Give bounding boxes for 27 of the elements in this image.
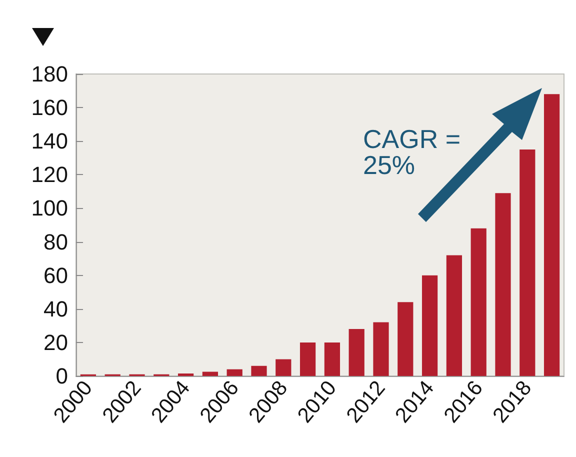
bar — [373, 322, 389, 376]
bar — [470, 228, 486, 376]
y-tick-label: 140 — [31, 128, 68, 154]
y-tick-label: 40 — [44, 296, 68, 322]
y-tick-label: 180 — [31, 62, 68, 86]
y-tick-label: 60 — [44, 262, 68, 288]
bar — [520, 150, 536, 376]
bar — [251, 366, 267, 376]
bar — [398, 302, 414, 376]
bar — [446, 255, 462, 376]
bar — [178, 373, 194, 376]
y-tick-label: 20 — [44, 330, 68, 355]
bar — [495, 193, 511, 376]
y-tick-label: 100 — [31, 196, 68, 221]
y-tick-label: 120 — [31, 162, 68, 188]
annotation: CAGR = 25% — [363, 124, 461, 180]
y-tick-label: 0 — [56, 364, 68, 388]
bar — [202, 372, 218, 376]
y-tick-label: 80 — [44, 229, 68, 254]
bar — [348, 329, 364, 376]
bar — [226, 369, 242, 376]
y-tick-label: 160 — [31, 95, 68, 120]
bar — [544, 94, 560, 376]
bar — [276, 359, 292, 376]
bar — [300, 342, 316, 376]
bar — [324, 342, 340, 376]
bar — [422, 275, 438, 376]
